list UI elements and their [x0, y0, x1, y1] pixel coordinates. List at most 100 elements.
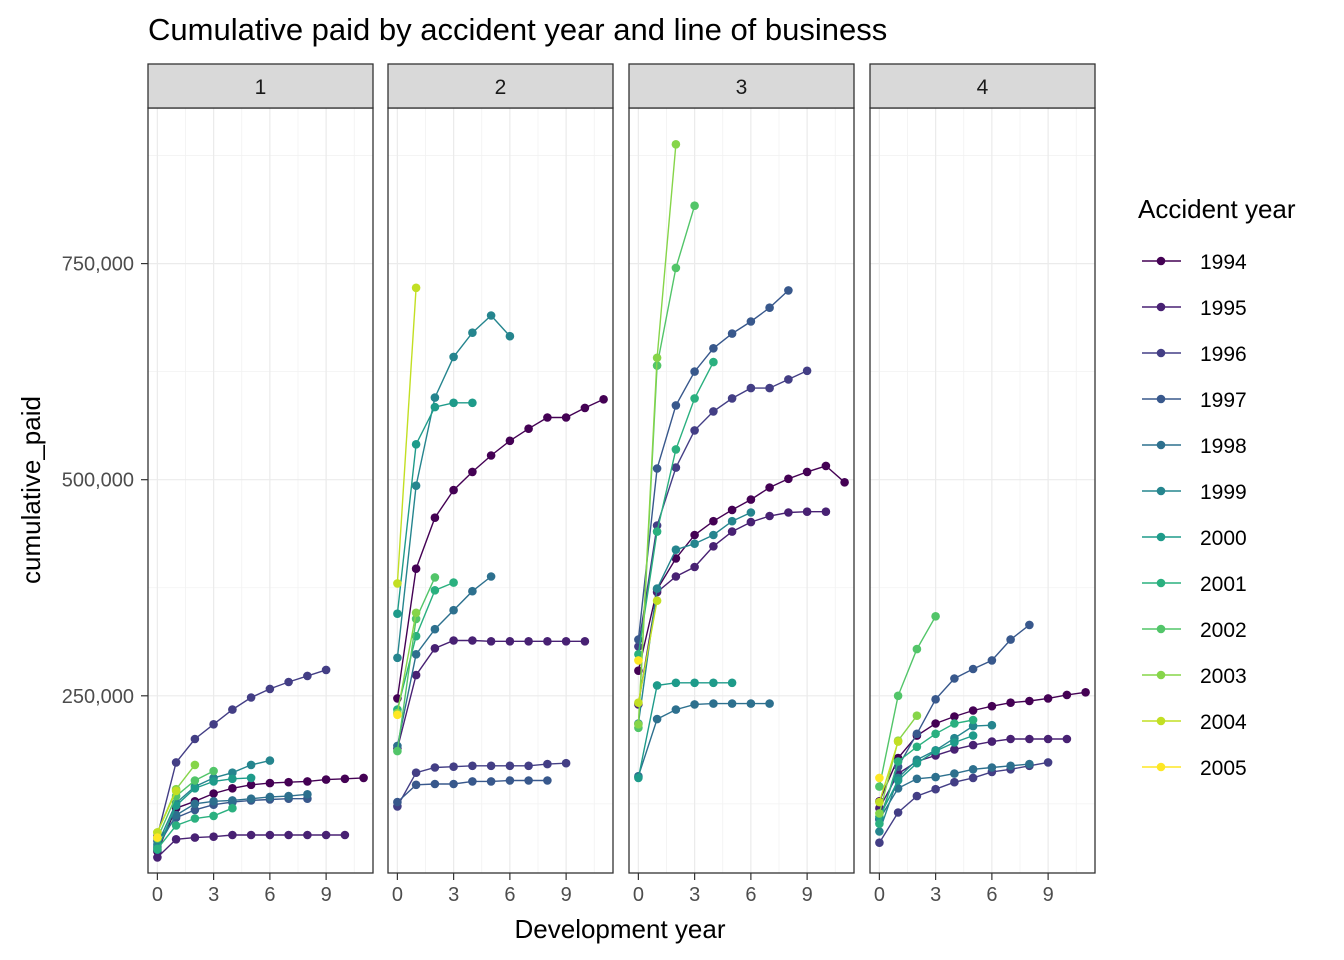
data-point [709, 542, 718, 551]
data-point [430, 763, 440, 772]
series-2004 [875, 737, 903, 807]
data-point [209, 777, 218, 786]
data-point [303, 790, 312, 799]
data-point [580, 637, 590, 646]
series-line [396, 581, 454, 710]
data-point [968, 731, 978, 740]
data-point [524, 637, 533, 646]
legend-label: 1994 [1200, 251, 1247, 274]
data-point [430, 779, 440, 789]
data-point [950, 738, 959, 747]
data-point [950, 719, 959, 728]
data-point [284, 677, 293, 687]
data-point [690, 426, 699, 435]
data-point [340, 774, 350, 784]
data-point [228, 774, 237, 784]
data-point [468, 467, 477, 477]
data-point [246, 830, 256, 840]
facet-strip-label: 4 [977, 76, 989, 99]
series-1999 [393, 311, 515, 663]
legend-key-point [1156, 486, 1166, 496]
facet-panel-3: 3 0 3 6 9 [628, 63, 855, 906]
data-point [303, 830, 312, 840]
data-point [430, 573, 440, 582]
data-point [968, 664, 978, 674]
data-point [784, 508, 793, 517]
data-point [671, 572, 681, 581]
legend-label: 2002 [1200, 619, 1247, 642]
series-line [637, 370, 808, 647]
data-point [968, 706, 978, 715]
y-axis: 250,000 500,000 750,000 [62, 254, 148, 708]
data-point [690, 201, 699, 210]
data-point [931, 719, 940, 728]
data-point [265, 756, 275, 765]
data-point [505, 436, 515, 446]
data-point [393, 797, 402, 807]
series-line [156, 669, 327, 836]
data-point [284, 830, 293, 840]
data-point [153, 853, 162, 862]
facet-panels: 1 0 3 6 9 2 0 3 6 9 3 0 3 6 9 4 0 3 6 9 [147, 63, 1096, 906]
data-point [505, 331, 515, 341]
data-point [931, 746, 940, 756]
data-point [411, 768, 421, 777]
data-point [690, 678, 699, 688]
data-point [430, 586, 440, 595]
chart-title: Cumulative paid by accident year and lin… [148, 12, 887, 47]
data-point [393, 710, 402, 720]
x-tick-label: 6 [264, 884, 275, 906]
x-axis-title: Development year [515, 914, 726, 944]
legend-key-point [1156, 302, 1166, 312]
series-1994 [393, 395, 608, 703]
data-point [411, 440, 421, 449]
x-tick-label: 9 [1043, 884, 1054, 906]
data-point [228, 796, 237, 805]
data-point [340, 830, 350, 840]
series-line [396, 287, 417, 584]
data-point [727, 699, 737, 708]
data-point [652, 527, 662, 536]
data-point [875, 838, 884, 847]
data-point [968, 721, 978, 731]
facet-panel-4: 4 0 3 6 9 [869, 63, 1096, 906]
data-point [671, 263, 681, 273]
data-point [543, 759, 552, 769]
data-point [228, 768, 237, 777]
series-2005 [875, 773, 884, 783]
series-1996 [634, 366, 812, 651]
data-point [209, 766, 218, 776]
data-point [671, 401, 681, 410]
data-point [228, 803, 237, 813]
series-1998 [393, 572, 496, 751]
facet-strip-label: 1 [255, 76, 267, 99]
x-tick-label: 9 [802, 884, 813, 906]
series-1996 [393, 758, 571, 811]
data-point [727, 527, 737, 536]
data-point [912, 742, 922, 752]
series-2001 [875, 715, 978, 828]
legend-item-1999: 1999 [1142, 481, 1247, 504]
data-point [468, 328, 477, 338]
data-point [652, 681, 662, 690]
data-point [228, 705, 237, 714]
data-point [321, 775, 331, 784]
data-point [950, 769, 959, 778]
data-point [1006, 698, 1015, 707]
data-point [950, 674, 959, 683]
legend-item-2000: 2000 [1142, 527, 1247, 550]
legend-item-1995: 1995 [1142, 297, 1247, 320]
data-point [727, 505, 737, 515]
data-point [190, 814, 200, 823]
data-point [209, 811, 218, 821]
series-line [156, 790, 177, 833]
data-point [284, 777, 293, 787]
data-point [634, 698, 643, 707]
legend-key-point [1156, 394, 1166, 404]
data-point [893, 691, 903, 701]
data-point [265, 830, 275, 840]
data-point [190, 799, 200, 809]
data-point [931, 695, 940, 704]
data-point [1006, 635, 1015, 644]
data-point [652, 464, 662, 473]
